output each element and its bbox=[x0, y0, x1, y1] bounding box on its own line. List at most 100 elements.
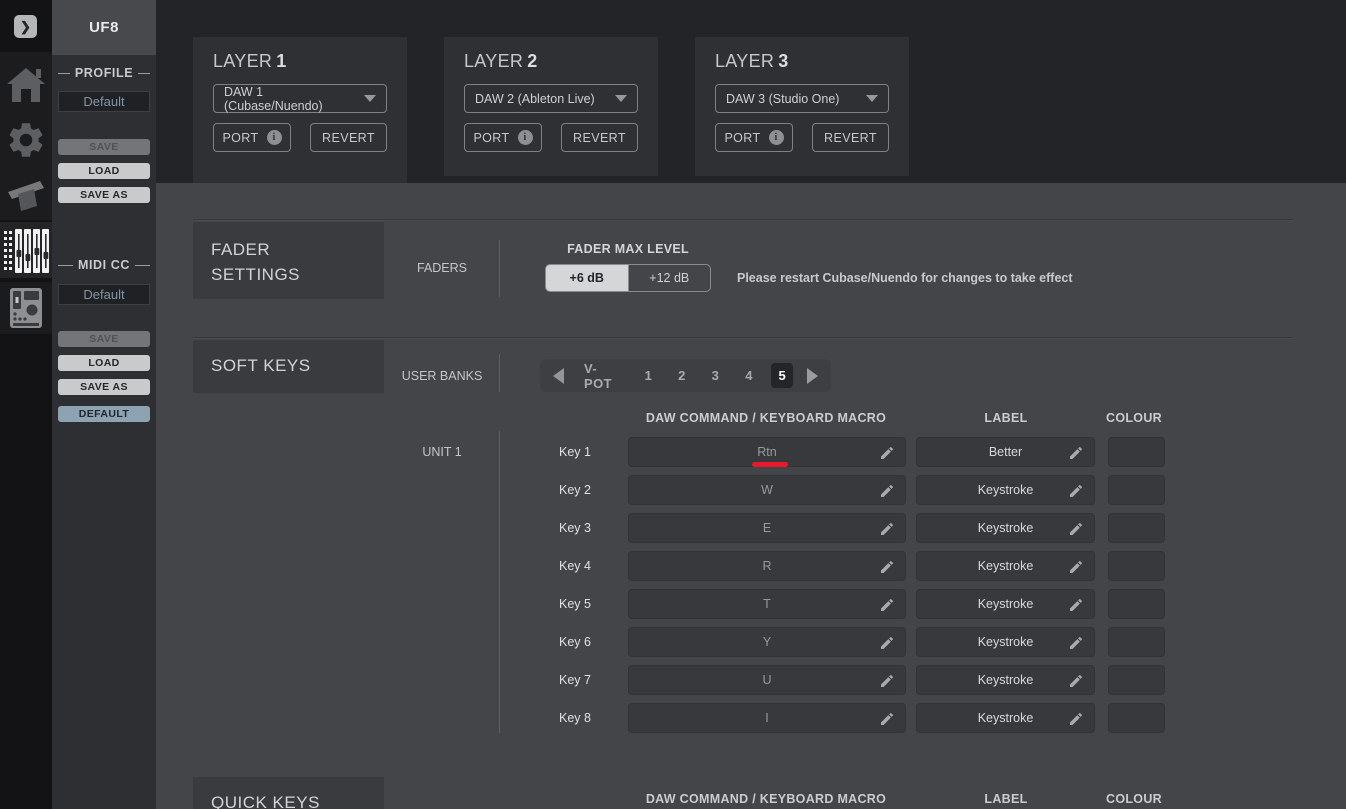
key-1-command-field[interactable]: Rtn bbox=[628, 437, 906, 467]
key-3-command-field[interactable]: E bbox=[628, 513, 906, 543]
key-5-label-field[interactable]: Keystroke bbox=[916, 589, 1095, 619]
key-1-colour-swatch[interactable] bbox=[1108, 437, 1165, 467]
layer-3-revert-button[interactable]: REVERT bbox=[812, 123, 889, 152]
pencil-icon[interactable] bbox=[879, 597, 895, 613]
nav-item-faders[interactable] bbox=[0, 178, 52, 216]
vertical-divider bbox=[499, 431, 500, 733]
key-1-label-field[interactable]: Better bbox=[916, 437, 1095, 467]
column-header-label: LABEL bbox=[984, 411, 1028, 425]
pencil-icon[interactable] bbox=[1068, 635, 1084, 651]
pager-vpot-tab[interactable]: V-POT bbox=[584, 360, 612, 391]
restart-note: Please restart Cubase/Nuendo for changes… bbox=[737, 271, 1073, 285]
device-title: UF8 bbox=[52, 0, 156, 55]
toggle-option-12db[interactable]: +12 dB bbox=[627, 265, 711, 291]
layer-1-port-button[interactable]: PORT i bbox=[213, 123, 291, 152]
key-7-command-field[interactable]: U bbox=[628, 665, 906, 695]
profile-section-title: PROFILE bbox=[58, 66, 150, 80]
key-8-label-field[interactable]: Keystroke bbox=[916, 703, 1095, 733]
pencil-icon[interactable] bbox=[1068, 521, 1084, 537]
quick-column-header-label: LABEL bbox=[984, 792, 1028, 806]
layer-3-daw-select[interactable]: DAW 3 (Studio One) bbox=[715, 84, 889, 113]
pencil-icon[interactable] bbox=[1068, 559, 1084, 575]
pencil-icon[interactable] bbox=[879, 445, 895, 461]
key-6-command-field[interactable]: Y bbox=[628, 627, 906, 657]
pencil-icon[interactable] bbox=[879, 711, 895, 727]
key-row-3: Key 3 E Keystroke bbox=[0, 513, 1346, 543]
sidebar: UF8 PROFILE Default SAVE LOAD SAVE AS MI… bbox=[52, 0, 156, 809]
layer-1-daw-select[interactable]: DAW 1 (Cubase/Nuendo) bbox=[213, 84, 387, 113]
pencil-icon[interactable] bbox=[879, 635, 895, 651]
fader-icon bbox=[8, 181, 44, 211]
nav-item-soft-keys[interactable] bbox=[0, 228, 52, 274]
key-2-command-field[interactable]: W bbox=[628, 475, 906, 505]
key-7-colour-swatch[interactable] bbox=[1108, 665, 1165, 695]
faders-group-label: FADERS bbox=[416, 261, 467, 275]
settings-gear-icon bbox=[9, 123, 43, 157]
profile-save-as-button[interactable]: SAVE AS bbox=[58, 187, 150, 203]
layer-1-panel: LAYER 1 DAW 1 (Cubase/Nuendo) PORT i REVE… bbox=[193, 37, 407, 183]
collapse-sidebar-button[interactable]: ❯ bbox=[14, 15, 37, 38]
key-8-colour-swatch[interactable] bbox=[1108, 703, 1165, 733]
pager-page-4[interactable]: 4 bbox=[745, 368, 753, 383]
arrow-right-icon[interactable] bbox=[807, 367, 819, 384]
key-3-label-field[interactable]: Keystroke bbox=[916, 513, 1095, 543]
profile-save-button[interactable]: SAVE bbox=[58, 139, 150, 155]
arrow-left-icon[interactable] bbox=[553, 367, 564, 384]
midi-cc-name-field[interactable]: Default bbox=[58, 284, 150, 305]
layer-2-revert-button[interactable]: REVERT bbox=[561, 123, 638, 152]
section-divider bbox=[193, 337, 1293, 338]
fader-max-level-toggle: +6 dB +12 dB bbox=[545, 264, 711, 292]
pencil-icon[interactable] bbox=[879, 521, 895, 537]
chevron-down-icon bbox=[866, 95, 878, 102]
active-edit-underline bbox=[752, 462, 788, 467]
nav-item-midi-cc[interactable] bbox=[0, 287, 52, 329]
key-5-command-field[interactable]: T bbox=[628, 589, 906, 619]
profile-name-field[interactable]: Default bbox=[58, 91, 150, 112]
midi-cc-load-button[interactable]: LOAD bbox=[58, 355, 150, 371]
pager-page-2[interactable]: 2 bbox=[678, 368, 686, 383]
key-6-label-field[interactable]: Keystroke bbox=[916, 627, 1095, 657]
pencil-icon[interactable] bbox=[1068, 711, 1084, 727]
layer-3-panel: LAYER 3 DAW 3 (Studio One) PORT i REVERT bbox=[695, 37, 909, 176]
key-row-5: Key 5 T Keystroke bbox=[0, 589, 1346, 619]
key-8-command-field[interactable]: I bbox=[628, 703, 906, 733]
layer-2-port-button[interactable]: PORT i bbox=[464, 123, 542, 152]
pager-page-1[interactable]: 1 bbox=[644, 368, 652, 383]
profile-load-button[interactable]: LOAD bbox=[58, 163, 150, 179]
key-7-label-field[interactable]: Keystroke bbox=[916, 665, 1095, 695]
pencil-icon[interactable] bbox=[1068, 445, 1084, 461]
info-icon: i bbox=[768, 130, 784, 145]
key-3-colour-swatch[interactable] bbox=[1108, 513, 1165, 543]
pencil-icon[interactable] bbox=[879, 483, 895, 499]
info-icon: i bbox=[517, 130, 533, 145]
key-row-6: Key 6 Y Keystroke bbox=[0, 627, 1346, 657]
pencil-icon[interactable] bbox=[879, 673, 895, 689]
key-4-colour-swatch[interactable] bbox=[1108, 551, 1165, 581]
pencil-icon[interactable] bbox=[879, 559, 895, 575]
key-2-label-field[interactable]: Keystroke bbox=[916, 475, 1095, 505]
quick-keys-title: QUICK KEYS bbox=[211, 793, 320, 809]
toggle-option-6db[interactable]: +6 dB bbox=[546, 265, 628, 291]
user-banks-pager: V-POT 1 2 3 4 5 bbox=[540, 359, 831, 392]
midi-cc-save-button[interactable]: SAVE bbox=[58, 331, 150, 347]
layer-2-daw-select[interactable]: DAW 2 (Ableton Live) bbox=[464, 84, 638, 113]
pager-page-5-active[interactable]: 5 bbox=[771, 363, 794, 388]
nav-item-home[interactable] bbox=[0, 64, 52, 104]
key-label: Key 6 bbox=[559, 635, 591, 649]
midi-cc-save-as-button[interactable]: SAVE AS bbox=[58, 379, 150, 395]
pager-page-3[interactable]: 3 bbox=[711, 368, 719, 383]
midi-cc-default-button[interactable]: DEFAULT bbox=[58, 406, 150, 422]
layer-1-revert-button[interactable]: REVERT bbox=[310, 123, 387, 152]
nav-item-settings[interactable] bbox=[0, 119, 52, 161]
layer-2-title: LAYER 2 bbox=[464, 51, 538, 71]
pencil-icon[interactable] bbox=[1068, 673, 1084, 689]
pencil-icon[interactable] bbox=[1068, 597, 1084, 613]
quick-column-header-colour: COLOUR bbox=[1106, 792, 1162, 806]
key-6-colour-swatch[interactable] bbox=[1108, 627, 1165, 657]
layer-3-port-button[interactable]: PORT i bbox=[715, 123, 793, 152]
pencil-icon[interactable] bbox=[1068, 483, 1084, 499]
key-5-colour-swatch[interactable] bbox=[1108, 589, 1165, 619]
key-2-colour-swatch[interactable] bbox=[1108, 475, 1165, 505]
key-4-label-field[interactable]: Keystroke bbox=[916, 551, 1095, 581]
key-4-command-field[interactable]: R bbox=[628, 551, 906, 581]
